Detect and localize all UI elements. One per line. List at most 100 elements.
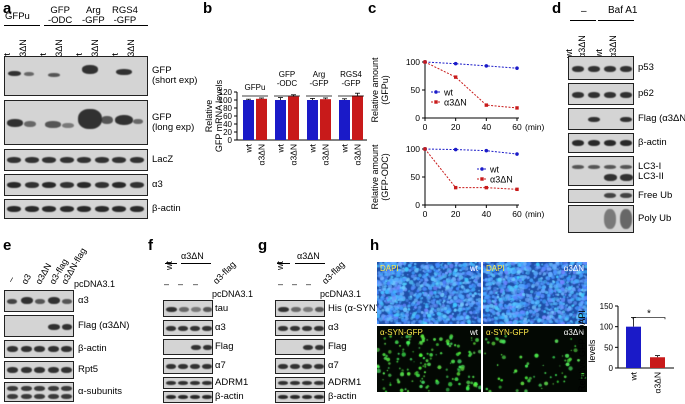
panel-label-h: h	[370, 237, 380, 254]
group-a3dn-f: α3ΔN	[181, 251, 204, 261]
blot-band	[314, 395, 324, 399]
blot-band	[77, 157, 91, 163]
blot-label-e-0: α3	[78, 295, 89, 306]
blot-band	[166, 307, 177, 312]
b-category-3-0: RGS4	[340, 70, 362, 79]
h-bar-1	[650, 357, 665, 368]
b-xtick-0-0: wt	[244, 143, 254, 153]
blot-band	[178, 364, 188, 369]
b-xtick-2-0: wt	[308, 143, 318, 153]
blot-band	[62, 299, 72, 304]
b-ytick-label-3: 60	[223, 112, 232, 121]
blot-band	[572, 66, 584, 72]
blot-panel_g-1	[275, 320, 325, 336]
underline-wt-g	[277, 263, 290, 264]
blot-label-panel_f-2: Flag	[215, 341, 234, 352]
blot-band	[620, 209, 632, 229]
blot-band	[47, 394, 59, 399]
blot-band	[112, 206, 126, 212]
c0-line-1	[424, 61, 518, 109]
blot-band	[166, 381, 176, 385]
underline-arg-gfp	[80, 25, 114, 26]
blot-band	[166, 364, 176, 369]
b-bar-2-0	[307, 100, 318, 140]
blot-band	[179, 307, 189, 312]
blot-label-a-2: LacZ	[152, 154, 174, 165]
vector-label-f: pcDNA3.1	[212, 289, 254, 299]
blot-band	[604, 165, 616, 169]
blot-band	[61, 367, 72, 373]
c0-ytick-label-2: 100	[406, 57, 420, 67]
c1-line-0	[424, 148, 518, 155]
c1-ytick-label-1: 50	[411, 172, 421, 182]
c0-legend-label-0: wt	[443, 88, 453, 98]
blot-band	[620, 92, 632, 98]
lane-label-e-0: –	[5, 274, 17, 284]
blot-band	[278, 381, 288, 385]
c0-ylabel: Relative amount (GFPu)	[370, 57, 390, 123]
b-category-1-1: -ODC	[277, 79, 298, 88]
blot-band	[620, 117, 632, 122]
b-bar-1-0	[275, 100, 286, 140]
c0-point-0-3	[515, 66, 519, 70]
blot-band	[61, 394, 72, 399]
c0-point-1-1	[453, 75, 458, 79]
blot-d-2	[568, 108, 634, 130]
c1-point-1-2	[484, 185, 489, 190]
blot-label-panel_g-4: ADRM1	[328, 377, 362, 388]
blot-band	[61, 386, 72, 391]
blot-band	[21, 297, 33, 304]
blot-band	[24, 206, 39, 212]
blot-band	[20, 367, 32, 373]
b-bar-3-1	[352, 95, 363, 140]
lane-a3-flag-f: α3-flag	[210, 259, 238, 286]
blot-band	[291, 307, 301, 312]
gfp-a3dn-stain: α-SYN-GFP	[486, 328, 529, 337]
blot-band	[190, 364, 200, 369]
blot-label-panel_f-3: α7	[215, 360, 226, 371]
blot-band	[190, 381, 200, 385]
c0-ytick-label-0: 0	[415, 113, 420, 123]
blot-label-e-3: Rpt5	[78, 364, 99, 375]
gfp-wt-texture	[377, 326, 481, 392]
blot-band	[166, 326, 176, 331]
blot-band	[572, 165, 584, 169]
underline-gfpu	[4, 25, 40, 26]
c0-point-1-2	[484, 103, 489, 107]
c1-point-1-1	[453, 185, 458, 190]
c0-ylabel-line-0: Relative amount	[370, 57, 380, 123]
b-bar-0-1	[256, 98, 267, 140]
blot-d-1	[568, 83, 634, 105]
h-bar-0	[626, 326, 641, 368]
blot-band	[48, 324, 60, 330]
blot-band	[62, 324, 72, 330]
c1-xtick-label-0: 0	[423, 209, 428, 219]
blot-label-panel_f-1: α3	[215, 322, 226, 333]
blot-band	[604, 193, 616, 198]
blot-band	[278, 326, 288, 331]
c0-legend-marker-0	[434, 90, 438, 94]
blot-band	[315, 307, 324, 312]
blot-label-a-4: β-actin	[152, 203, 181, 214]
underline-a3dn-g	[295, 263, 325, 264]
blot-band	[191, 307, 201, 312]
gfp-wt-stain: α-SYN-GFP	[380, 328, 423, 337]
blot-band	[24, 182, 39, 188]
blot-panel_f-2	[163, 339, 213, 355]
blot-band	[42, 182, 56, 188]
dash-1-f: –	[164, 279, 170, 289]
c1-point-1-0	[423, 147, 427, 151]
blot-band	[7, 299, 17, 304]
c1-legend-marker-0	[480, 167, 484, 171]
blot-a-0	[4, 56, 148, 96]
gfp-a3dn-genotype: α3ΔN	[563, 328, 584, 337]
blot-band	[115, 115, 133, 125]
blot-band	[34, 386, 45, 391]
panel-label-e: e	[3, 237, 12, 254]
c0-ylabel-line-1: (GFPu)	[380, 75, 390, 105]
blot-band	[112, 157, 126, 163]
blot-band	[178, 395, 188, 399]
panel-label-a: a	[3, 0, 12, 17]
b-bar-0-0	[243, 100, 254, 140]
blot-band	[47, 346, 59, 352]
